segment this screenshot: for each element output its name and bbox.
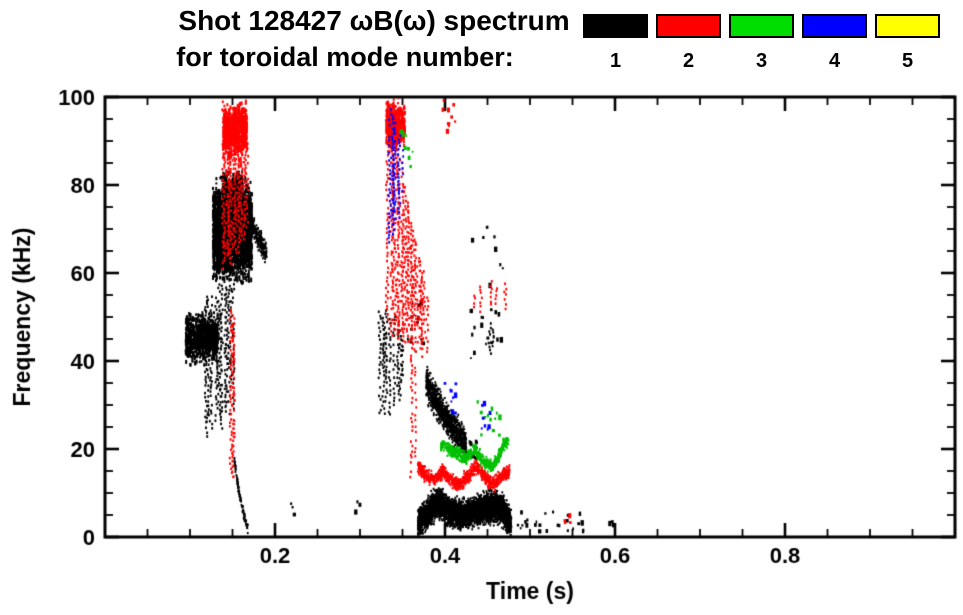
chart-title: Shot 128427 ωB(ω) spectrum <box>178 5 570 36</box>
legend-swatch-row <box>583 14 940 38</box>
legend-mode-label: 3 <box>755 50 768 72</box>
legend-mode-label: 2 <box>682 50 695 72</box>
legend-mode-label: 4 <box>828 50 841 72</box>
legend-swatch <box>583 14 648 38</box>
legend-label-row: 1 2 3 4 5 <box>583 50 940 73</box>
legend-mode-label: 5 <box>901 50 914 72</box>
legend-swatch <box>802 14 867 38</box>
chart-subtitle: for toroidal mode number: <box>176 42 514 72</box>
legend-swatch <box>729 14 794 38</box>
legend-mode-label: 1 <box>609 50 622 72</box>
legend-swatch <box>875 14 940 38</box>
legend-swatch <box>656 14 721 38</box>
